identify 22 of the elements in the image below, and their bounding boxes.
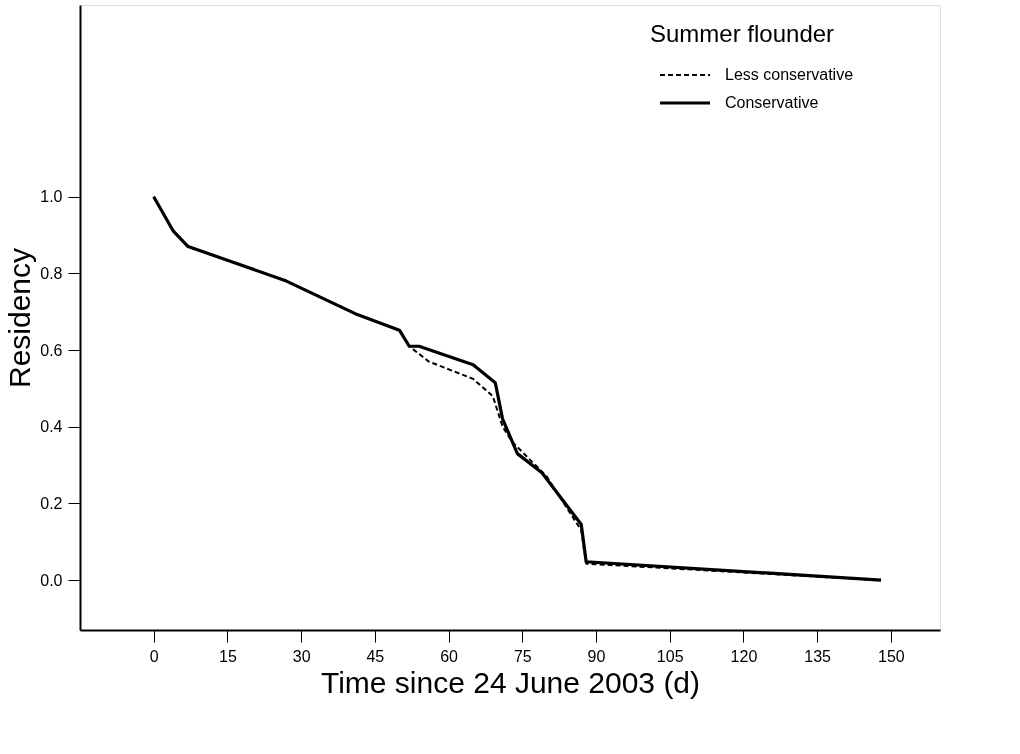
y-tick-label: 0.6 (40, 341, 63, 359)
x-tick-label: 45 (366, 647, 385, 665)
y-tick-label: 1.0 (40, 188, 63, 206)
x-tick-label: 105 (656, 647, 684, 665)
x-tick-label: 30 (292, 647, 311, 665)
legend-label: Conservative (725, 94, 819, 111)
y-tick-label: 0.0 (40, 571, 63, 589)
x-tick-label: 135 (804, 647, 832, 665)
y-tick-label: 0.4 (40, 418, 63, 436)
y-tick-label: 0.8 (40, 264, 63, 282)
x-tick-label: 120 (730, 647, 758, 665)
legend-label: Less conservative (725, 66, 854, 83)
x-tick-label: 15 (219, 647, 237, 665)
y-axis-title: Residency (3, 247, 37, 389)
legend-title: Summer flounder (650, 20, 835, 47)
x-tick-label: 150 (878, 647, 905, 665)
x-axis-title: Time since 24 June 2003 (d) (320, 665, 701, 699)
x-tick-label: 90 (587, 647, 606, 665)
x-tick-label: 60 (440, 647, 459, 665)
x-tick-label: 0 (149, 647, 159, 665)
y-tick-label: 0.2 (40, 494, 63, 512)
x-tick-label: 75 (513, 647, 532, 665)
